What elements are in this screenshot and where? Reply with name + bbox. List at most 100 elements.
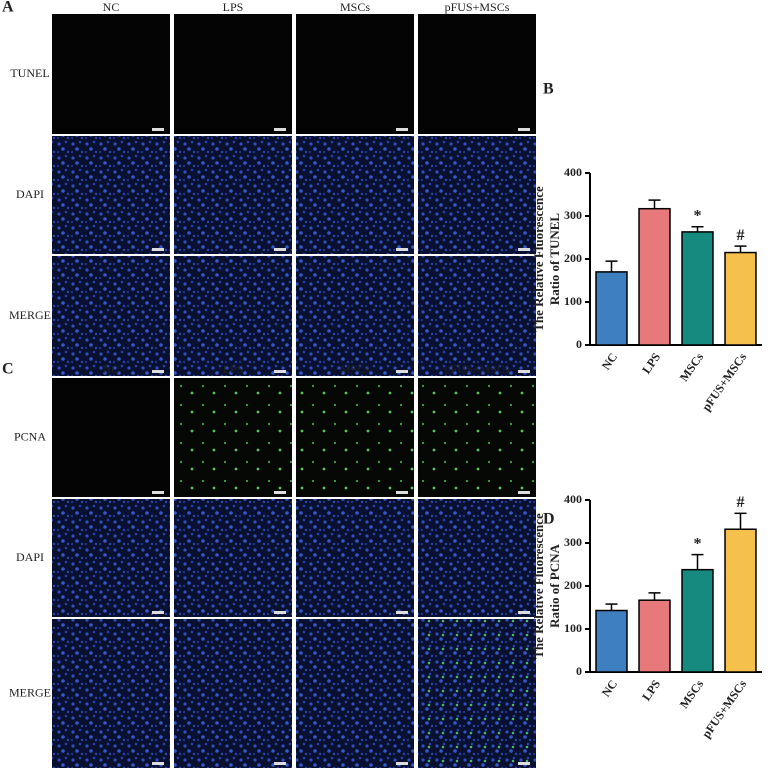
x-tick-label: NC xyxy=(599,677,620,699)
micrograph xyxy=(174,136,292,254)
scale-bar xyxy=(518,611,530,614)
scale-bar xyxy=(274,370,286,373)
panel-letter: D xyxy=(543,511,555,528)
scale-bar xyxy=(518,128,530,131)
panel-letter: B xyxy=(543,81,554,98)
bar xyxy=(724,528,757,673)
row-label: DAPI xyxy=(16,550,44,564)
bar xyxy=(595,271,628,346)
column-label: pFUS+MSCs xyxy=(445,0,510,14)
scale-bar xyxy=(396,248,408,251)
scale-bar xyxy=(274,128,286,131)
x-tick-label: MSCs xyxy=(677,677,707,711)
row-label: MERGE xyxy=(9,685,51,699)
scale-bar xyxy=(274,248,286,251)
scale-bar xyxy=(396,762,408,765)
micrograph xyxy=(174,14,292,134)
y-axis-label: The Relative FluorescenceRatio of PCNA xyxy=(531,513,562,659)
scale-bar xyxy=(396,128,408,131)
scale-bar xyxy=(396,491,408,494)
bar xyxy=(595,609,628,673)
scale-bar xyxy=(396,370,408,373)
y-tick-label: 200 xyxy=(564,251,582,265)
micrograph xyxy=(418,619,536,768)
scale-bar xyxy=(518,248,530,251)
micrograph xyxy=(174,378,292,497)
micrograph xyxy=(52,14,170,134)
bar xyxy=(724,251,757,346)
x-tick-label: NC xyxy=(599,350,620,372)
micrograph xyxy=(418,14,536,134)
x-tick-label: LPS xyxy=(639,350,663,376)
micrograph xyxy=(418,499,536,617)
x-tick-label: pFUS+MSCs xyxy=(699,350,749,414)
column-label: pFUS+MSCs xyxy=(445,362,510,376)
y-tick-label: 100 xyxy=(564,621,582,635)
micrograph xyxy=(418,136,536,254)
row-label: DAPI xyxy=(16,187,44,201)
y-tick-label: 0 xyxy=(576,337,582,351)
bar xyxy=(638,207,671,346)
bar xyxy=(638,599,671,673)
y-tick-label: 300 xyxy=(564,208,582,222)
micrograph xyxy=(174,619,292,768)
micrograph xyxy=(296,378,414,497)
y-tick-label: 100 xyxy=(564,294,582,308)
row-label: TUNEL xyxy=(10,66,49,80)
significance-mark: * xyxy=(694,207,702,224)
scale-bar xyxy=(274,491,286,494)
scale-bar xyxy=(152,491,164,494)
y-tick-label: 400 xyxy=(564,165,582,179)
row-label: PCNA xyxy=(14,429,46,443)
scale-bar xyxy=(274,762,286,765)
y-tick-label: 200 xyxy=(564,578,582,592)
scale-bar xyxy=(518,370,530,373)
micrograph xyxy=(174,256,292,376)
bar xyxy=(681,231,714,346)
micrograph xyxy=(296,499,414,617)
y-tick-label: 0 xyxy=(576,664,582,678)
significance-mark: * xyxy=(694,535,702,552)
scale-bar xyxy=(274,611,286,614)
column-label: NC xyxy=(103,0,120,14)
y-axis-label-line: Ratio of PCNA xyxy=(547,544,562,628)
scale-bar xyxy=(152,762,164,765)
micrograph xyxy=(418,378,536,497)
column-label: NC xyxy=(103,362,120,376)
micrograph xyxy=(418,256,536,376)
y-axis-label-line: The Relative Fluorescence xyxy=(531,513,546,659)
panel-letter: A xyxy=(2,0,14,16)
scale-bar xyxy=(396,611,408,614)
micrograph xyxy=(52,499,170,617)
panel-letter: C xyxy=(2,361,14,378)
scale-bar xyxy=(152,370,164,373)
y-axis-label-line: The Relative Fluorescence xyxy=(531,186,546,332)
micrograph xyxy=(52,378,170,497)
column-label: MSCs xyxy=(340,0,370,14)
x-tick-label: LPS xyxy=(639,677,663,703)
bar xyxy=(681,568,714,673)
y-tick-label: 400 xyxy=(564,492,582,506)
y-tick-label: 300 xyxy=(564,535,582,549)
scale-bar xyxy=(152,128,164,131)
row-label: MERGE xyxy=(9,308,51,322)
scale-bar xyxy=(518,762,530,765)
y-axis-label-line: Ratio of TUNEL xyxy=(547,213,562,306)
y-axis-label: The Relative FluorescenceRatio of TUNEL xyxy=(531,186,562,332)
scale-bar xyxy=(518,491,530,494)
scale-bar xyxy=(152,248,164,251)
micrograph xyxy=(174,499,292,617)
scale-bar xyxy=(152,611,164,614)
micrograph xyxy=(296,619,414,768)
x-tick-label: MSCs xyxy=(677,350,707,384)
micrograph xyxy=(296,136,414,254)
micrograph xyxy=(52,256,170,376)
column-label: LPS xyxy=(223,0,244,14)
column-label: LPS xyxy=(223,362,244,376)
micrograph xyxy=(52,619,170,768)
x-tick-label: pFUS+MSCs xyxy=(699,677,749,741)
significance-mark: # xyxy=(737,227,745,244)
significance-mark: # xyxy=(737,494,745,511)
micrograph xyxy=(296,14,414,134)
